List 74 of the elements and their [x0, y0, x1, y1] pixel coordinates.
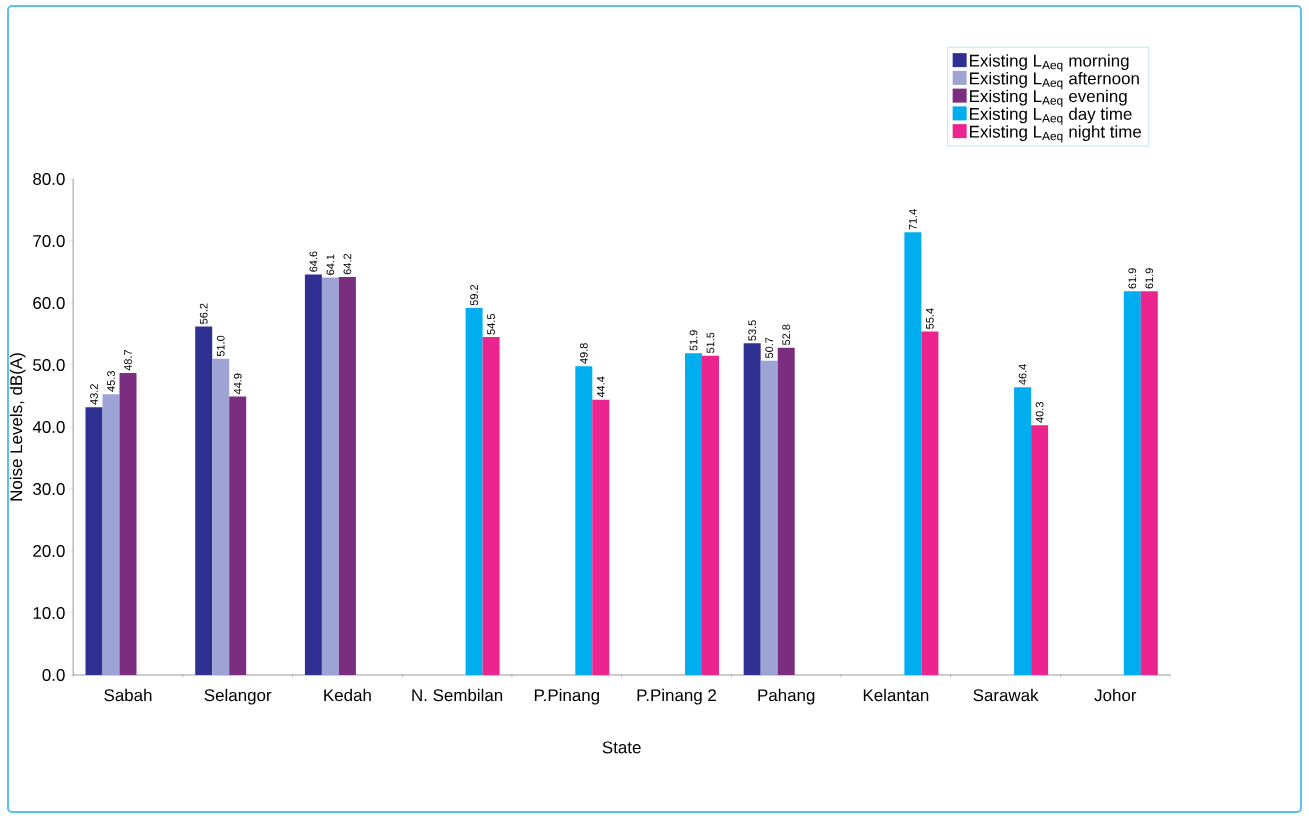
bar — [592, 399, 610, 675]
y-tick-label: 80.0 — [33, 172, 65, 185]
data-label: 49.8 — [579, 343, 588, 364]
data-label: 51.9 — [689, 330, 698, 351]
bar — [760, 360, 778, 675]
data-label: 56.2 — [199, 303, 208, 324]
x-tick-label: P.Pinang — [534, 688, 599, 705]
y-tick-label: 10.0 — [33, 607, 65, 619]
bar — [702, 355, 719, 675]
bar — [119, 373, 137, 675]
data-label: 51.0 — [216, 335, 225, 357]
data-label: 53.5 — [748, 320, 757, 341]
data-label: 61.9 — [1145, 268, 1154, 289]
x-tick-label: Johor — [1094, 688, 1137, 702]
y-tick-label: 60.0 — [33, 297, 65, 309]
x-tick-label: Sabah — [104, 688, 152, 702]
x-tick-label: N. Sembilan — [412, 688, 503, 702]
data-label: 59.2 — [470, 284, 478, 306]
data-label: 40.3 — [1035, 402, 1044, 423]
bar — [321, 277, 339, 675]
bar — [921, 331, 939, 675]
bar — [338, 276, 356, 675]
bar — [212, 358, 230, 675]
y-tick-label: 30.0 — [33, 483, 65, 495]
bar — [85, 407, 103, 675]
y-tick-label: 20.0 — [33, 545, 65, 557]
bar — [102, 394, 120, 675]
x-axis-title: State — [602, 741, 641, 754]
y-tick-label: 0.0 — [42, 669, 65, 681]
data-label: 51.5 — [706, 332, 715, 354]
legend-label: Existing L$_{Aeq}$ morning — [970, 54, 1129, 72]
y-tick-label: 70.0 — [33, 235, 65, 247]
data-label: 45.3 — [107, 371, 115, 392]
data-label: 54.5 — [487, 314, 495, 335]
legend-label: Existing L$_{Aeq}$ day time — [970, 107, 1132, 125]
data-label: 71.4 — [909, 209, 917, 230]
bar — [1140, 291, 1158, 675]
bar — [777, 347, 795, 675]
data-label: 43.2 — [90, 384, 98, 405]
data-label: 64.2 — [343, 253, 352, 275]
x-tick-label: Pahang — [758, 688, 815, 705]
bar — [1031, 425, 1049, 675]
bar — [465, 307, 483, 675]
legend-label: Existing L$_{Aeq}$ afternoon — [970, 72, 1139, 90]
y-tick-label: 40.0 — [32, 421, 65, 433]
y-axis-title: Noise Levels, dB(A) — [9, 353, 26, 501]
bar — [482, 337, 500, 675]
legend-label: Existing L$_{Aeq}$ evening — [970, 89, 1127, 108]
bar — [904, 232, 922, 675]
bar — [195, 326, 213, 675]
data-label: 46.4 — [1018, 364, 1027, 385]
x-tick-label: Selangor — [204, 688, 272, 705]
x-tick-label: Sarawak — [973, 688, 1039, 702]
bar — [575, 366, 593, 675]
data-label: 48.7 — [124, 350, 132, 371]
bar — [743, 343, 761, 675]
data-label: 44.4 — [597, 376, 605, 398]
data-label: 64.1 — [326, 254, 335, 275]
bar — [229, 396, 247, 675]
data-label: 50.7 — [765, 337, 774, 359]
x-tick-label: Kedah — [324, 688, 371, 702]
bar — [1123, 291, 1141, 675]
legend-label: Existing L$_{Aeq}$ night time — [970, 125, 1142, 143]
data-label: 64.6 — [309, 251, 318, 272]
bar — [685, 353, 702, 675]
data-label: 61.9 — [1128, 268, 1137, 289]
x-tick-label: Kelantan — [863, 688, 929, 702]
y-tick-label: 50.0 — [33, 359, 65, 371]
data-label: 44.9 — [233, 373, 242, 395]
bar — [304, 274, 322, 675]
bar — [1014, 387, 1032, 675]
x-tick-label: P.Pinang 2 — [637, 688, 716, 705]
data-label: 52.8 — [782, 324, 791, 345]
data-label: 55.4 — [926, 308, 934, 329]
